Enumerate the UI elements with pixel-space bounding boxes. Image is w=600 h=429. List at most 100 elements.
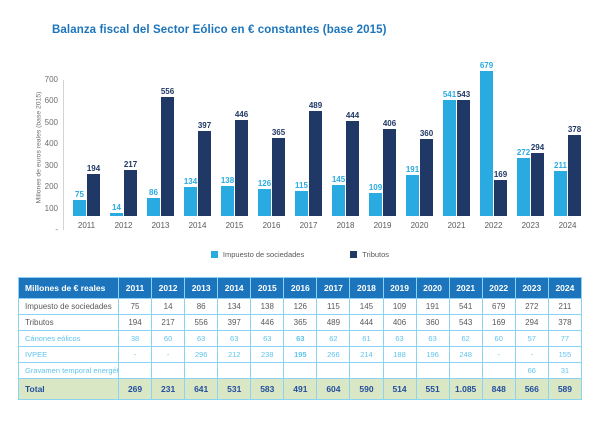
bar-column: 217 — [123, 159, 138, 216]
bar — [332, 184, 345, 216]
table-row: Impuesto de sociedades 75 14 86 134 138 126 115… — [18, 298, 583, 315]
bar-pair: 109 406 — [369, 119, 396, 216]
table-cell: - — [117, 346, 153, 363]
table-cell: 541 — [448, 298, 483, 315]
x-axis-label: 2013 — [151, 221, 170, 230]
bar-column: 489 — [309, 101, 322, 216]
table-cell: 57 — [514, 330, 549, 347]
bar-value-label: 109 — [368, 182, 383, 192]
table-cell — [184, 362, 219, 379]
bar-pair: 75 194 — [73, 164, 100, 216]
bar — [346, 120, 359, 216]
table-cell — [349, 362, 384, 379]
x-axis-label: 2020 — [410, 221, 429, 230]
table-cell: 360 — [415, 314, 450, 331]
bar-value-label: 217 — [123, 159, 138, 169]
table-cell — [316, 362, 351, 379]
bar-value-label: 169 — [493, 169, 508, 179]
table-cell: 62 — [448, 330, 483, 347]
table-header-cell: 2022 — [481, 277, 516, 299]
legend-item: Impuesto de sociedades — [210, 250, 305, 259]
x-axis-label: 2023 — [521, 221, 540, 230]
bar — [309, 111, 322, 216]
table-cell: 194 — [117, 314, 153, 331]
bar — [147, 197, 160, 216]
table-cell: 269 — [117, 378, 153, 400]
table-row: Cánones eólicos 38 60 63 63 63 63 62 61 63 63 62 60 5… — [18, 330, 583, 347]
bar-pair: 115 489 — [295, 101, 322, 216]
table-header-cell: 2015 — [250, 277, 285, 299]
bar-column: 194 — [87, 164, 100, 216]
table-cell: 589 — [547, 378, 583, 400]
table-cell: 195 — [283, 346, 318, 363]
bar-column: 679 — [480, 61, 493, 216]
bar — [110, 213, 123, 216]
table-cell: - — [481, 346, 516, 363]
table-cell — [481, 362, 516, 379]
table-cell: 583 — [250, 378, 285, 400]
bar — [443, 100, 456, 216]
y-tick-label: 400 — [44, 139, 58, 149]
bar — [221, 186, 234, 216]
table-cell — [448, 362, 483, 379]
table-cell: 248 — [448, 346, 483, 363]
bar-column: 211 — [554, 161, 567, 216]
bar-value-label: 145 — [331, 174, 346, 184]
table-header-cell: 2014 — [217, 277, 252, 299]
bar-group-2013: 86 556 2013 — [142, 87, 179, 230]
table-header-cell: 2018 — [349, 277, 384, 299]
bar-value-label: 115 — [295, 181, 308, 191]
table-cell: 63 — [415, 330, 450, 347]
table-cell: 641 — [184, 378, 219, 400]
page-title: Balanza fiscal del Sector Eólico en € co… — [52, 24, 387, 36]
bar — [87, 174, 100, 216]
table-cell — [283, 362, 318, 379]
table-header-cell: 2012 — [151, 277, 186, 299]
x-axis-label: 2011 — [77, 221, 96, 230]
legend-swatch-icon — [350, 251, 358, 258]
table-cell: 75 — [117, 298, 153, 315]
table-header-cell: 2016 — [283, 277, 318, 299]
table-cell: 444 — [349, 314, 384, 331]
bar-pair: 272 294 — [517, 143, 544, 216]
legend-label: Impuesto de sociedades — [222, 250, 305, 259]
table-cell: 138 — [250, 298, 285, 315]
bar-pair: 138 446 — [221, 110, 248, 216]
bar-group-2014: 134 397 2014 — [179, 121, 216, 230]
y-axis-ticks: 700 600 500 400 300 200 100 - — [41, 75, 64, 234]
bar-group-2022: 679 169 2022 — [475, 61, 512, 231]
table-row: Tributos 194 217 556 397 446 365 489 444 406 360 54… — [18, 314, 583, 331]
x-axis-label: 2016 — [262, 221, 281, 230]
table-cell: 1.085 — [448, 378, 483, 400]
table-header-cell: 2024 — [547, 277, 583, 299]
x-axis-label: 2024 — [558, 221, 577, 230]
bar-column: 109 — [369, 183, 382, 216]
table-row: Gravamen temporal energético 66 31 — [18, 362, 583, 379]
bar-pair: 134 397 — [184, 121, 211, 216]
bar-group-2015: 138 446 2015 — [216, 110, 253, 230]
bar-value-label: 543 — [456, 89, 471, 99]
x-axis-label: 2012 — [114, 221, 133, 230]
table-cell: 14 — [151, 298, 186, 315]
bar-column: 444 — [346, 111, 359, 216]
table-cell: 266 — [316, 346, 351, 363]
bar — [184, 187, 197, 216]
bar — [124, 169, 137, 216]
bar-group-2023: 272 294 2023 — [512, 143, 549, 230]
legend-swatch-icon — [210, 251, 218, 258]
bar-column: 134 — [184, 177, 197, 216]
bar — [161, 96, 174, 216]
table-cell: 63 — [184, 330, 219, 347]
bar-pair: 86 556 — [147, 87, 174, 216]
bar-group-2017: 115 489 2017 — [290, 101, 327, 230]
bar-value-label: 191 — [405, 165, 420, 175]
bar-group-2018: 145 444 2018 — [327, 111, 364, 230]
bar — [568, 135, 581, 216]
bar-value-label: 211 — [554, 160, 567, 170]
bar-value-label: 126 — [257, 179, 272, 188]
table-row: Total 269 231 641 531 583 491 604 590 514 551 1.085… — [18, 378, 583, 400]
table-cell: 848 — [481, 378, 516, 400]
legend-label: Tributos — [362, 250, 390, 259]
table-cell: 126 — [283, 298, 318, 315]
bar-value-label: 541 — [442, 90, 457, 100]
